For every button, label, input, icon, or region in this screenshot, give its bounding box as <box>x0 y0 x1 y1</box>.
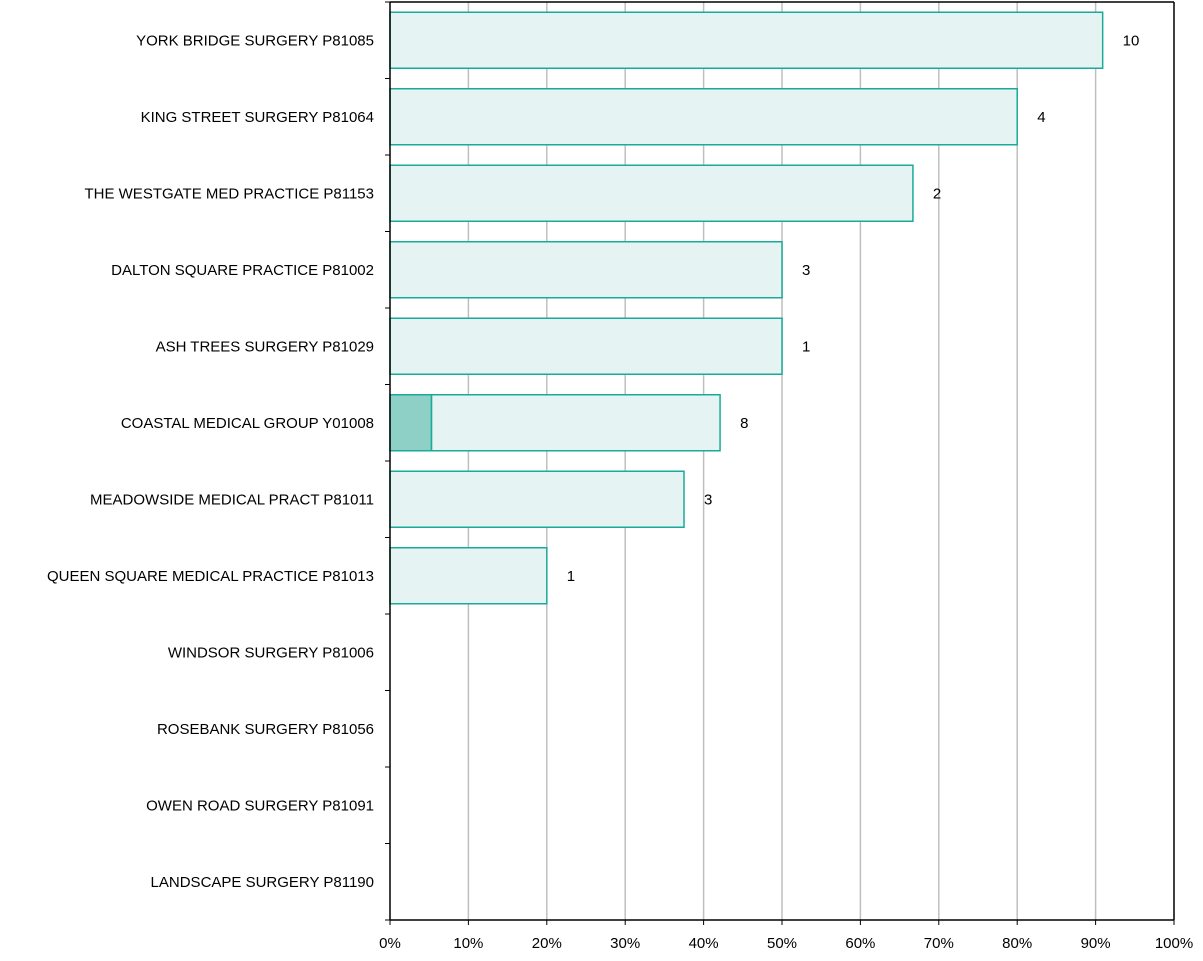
category-label: MEADOWSIDE MEDICAL PRACT P81011 <box>90 491 374 508</box>
x-tick-label: 40% <box>689 935 719 952</box>
bar-segment <box>389 394 433 452</box>
data-label: 1 <box>802 338 810 355</box>
x-tick-label: 60% <box>845 935 875 952</box>
data-label: 3 <box>802 262 810 279</box>
data-labels: 10 4 2 3 1 8 3 1 <box>567 32 1140 585</box>
category-label: YORK BRIDGE SURGERY P81085 <box>136 32 374 49</box>
bars <box>389 11 1104 605</box>
data-label: 1 <box>567 568 575 585</box>
category-label: WINDSOR SURGERY P81006 <box>168 644 374 661</box>
category-label: KING STREET SURGERY P81064 <box>141 109 374 126</box>
plot-frame <box>385 1 1175 921</box>
category-label: THE WESTGATE MED PRACTICE P81153 <box>84 185 374 202</box>
category-label: DALTON SQUARE PRACTICE P81002 <box>111 262 374 279</box>
category-label: LANDSCAPE SURGERY P81190 <box>151 874 374 891</box>
category-label: COASTAL MEDICAL GROUP Y01008 <box>121 415 374 432</box>
bar-segment <box>389 317 783 375</box>
x-tick-label: 30% <box>610 935 640 952</box>
category-label: ASH TREES SURGERY P81029 <box>156 338 374 355</box>
category-label: QUEEN SQUARE MEDICAL PRACTICE P81013 <box>47 568 374 585</box>
x-tick-label: 10% <box>453 935 483 952</box>
category-labels: YORK BRIDGE SURGERY P81085 KING STREET SU… <box>47 32 374 891</box>
x-tick-label: 80% <box>1002 935 1032 952</box>
category-label: ROSEBANK SURGERY P81056 <box>157 721 374 738</box>
x-tick-label: 0% <box>379 935 401 952</box>
data-label: 10 <box>1123 32 1140 49</box>
category-label: OWEN ROAD SURGERY P81091 <box>146 797 374 814</box>
x-tick-label: 20% <box>532 935 562 952</box>
bar-segment <box>430 394 721 452</box>
x-tick-labels: 0% 10% 20% 30% 40% 50% 60% 70% 80% 90% 100% <box>379 935 1193 952</box>
x-tick-label: 70% <box>924 935 954 952</box>
gridlines <box>389 2 1175 925</box>
x-tick-label: 90% <box>1081 935 1111 952</box>
data-label: 8 <box>740 415 748 432</box>
data-label: 2 <box>933 185 941 202</box>
data-label: 3 <box>704 491 712 508</box>
bar-segment <box>389 164 914 222</box>
bar-segment <box>389 470 685 528</box>
x-tick-label: 100% <box>1155 935 1193 952</box>
bar-segment <box>389 547 548 605</box>
data-label: 4 <box>1037 109 1045 126</box>
bar-segment <box>389 241 783 299</box>
bar-segment <box>389 88 1018 146</box>
x-tick-label: 50% <box>767 935 797 952</box>
bar-segment <box>389 11 1104 69</box>
